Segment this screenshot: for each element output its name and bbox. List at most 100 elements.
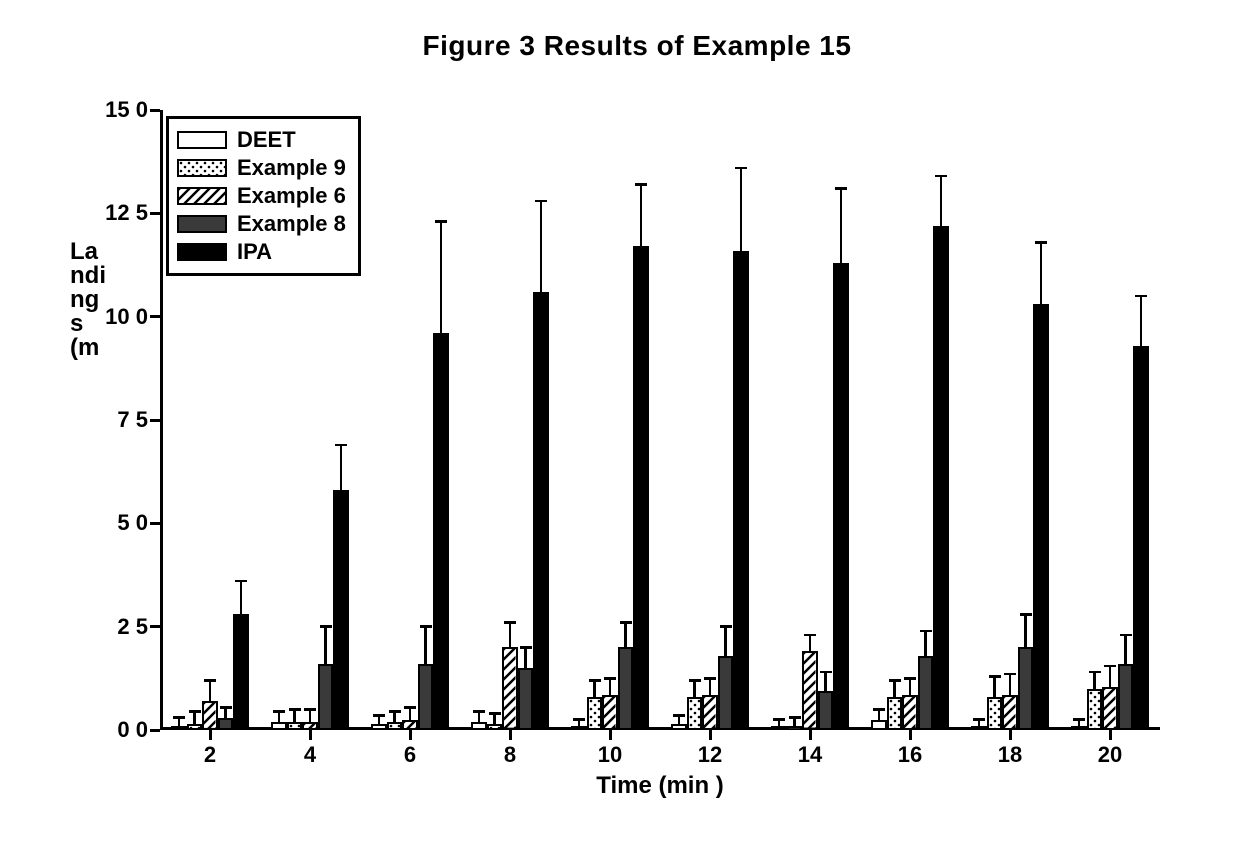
errorbar xyxy=(878,709,881,719)
errorbar-cap xyxy=(720,625,732,628)
bar-ipa xyxy=(233,614,249,730)
legend-label: Example 8 xyxy=(237,211,346,237)
xtick-mark xyxy=(809,730,812,740)
legend-label: DEET xyxy=(237,127,296,153)
ytick-mark xyxy=(150,315,160,318)
bar-ex6 xyxy=(1002,695,1018,730)
bar-ex6 xyxy=(1102,687,1118,730)
errorbar xyxy=(440,222,443,334)
errorbar-cap xyxy=(189,710,201,713)
errorbar-cap xyxy=(989,675,1001,678)
bar-ex8 xyxy=(618,647,634,730)
errorbar xyxy=(324,627,327,664)
errorbar-cap xyxy=(804,634,816,637)
bar-ex9 xyxy=(387,722,403,730)
errorbar-cap xyxy=(673,714,685,717)
xtick-mark xyxy=(409,730,412,740)
bar-ex6 xyxy=(202,701,218,730)
ytick-mark xyxy=(150,212,160,215)
ytick-mark xyxy=(150,419,160,422)
errorbar-cap xyxy=(489,712,501,715)
bar-deet xyxy=(371,724,387,730)
errorbar xyxy=(1140,296,1143,346)
xtick-label: 2 xyxy=(180,742,240,768)
errorbar xyxy=(424,627,427,664)
errorbar xyxy=(940,176,943,226)
ytick-label: 15 0 xyxy=(88,97,148,123)
errorbar-cap xyxy=(373,714,385,717)
errorbar-cap xyxy=(873,708,885,711)
errorbar xyxy=(278,711,281,721)
errorbar-cap xyxy=(220,706,232,709)
bar-ex8 xyxy=(318,664,334,730)
errorbar-cap xyxy=(604,677,616,680)
errorbar-cap xyxy=(735,167,747,170)
errorbar-cap xyxy=(935,175,947,178)
xtick-mark xyxy=(309,730,312,740)
xtick-mark xyxy=(1009,730,1012,740)
errorbar-cap xyxy=(973,718,985,721)
xtick-label: 12 xyxy=(680,742,740,768)
ytick-label: 0 0 xyxy=(88,717,148,743)
errorbar-cap xyxy=(904,677,916,680)
errorbar-cap xyxy=(1020,613,1032,616)
errorbar-cap xyxy=(204,679,216,682)
ytick-label: 10 0 xyxy=(88,304,148,330)
errorbar-cap xyxy=(920,630,932,633)
legend-item-ex8: Example 8 xyxy=(177,211,346,237)
bar-ex6 xyxy=(302,722,318,730)
errorbar xyxy=(924,631,927,656)
errorbar-cap xyxy=(1035,241,1047,244)
bar-ex6 xyxy=(702,695,718,730)
bar-ex8 xyxy=(818,691,834,730)
errorbar xyxy=(593,680,596,697)
errorbar-cap xyxy=(404,706,416,709)
bar-ex6 xyxy=(902,695,918,730)
bar-deet xyxy=(471,722,487,730)
errorbar-cap xyxy=(820,671,832,674)
errorbar xyxy=(540,201,543,292)
errorbar xyxy=(709,678,712,695)
errorbar xyxy=(640,184,643,246)
y-axis xyxy=(160,110,163,730)
xtick-label: 20 xyxy=(1080,742,1140,768)
bar-ipa xyxy=(933,226,949,730)
xtick-mark xyxy=(509,730,512,740)
errorbar xyxy=(224,707,227,717)
errorbar xyxy=(609,678,612,695)
errorbar xyxy=(1009,674,1012,695)
errorbar xyxy=(1124,635,1127,664)
bar-ipa xyxy=(333,490,349,730)
errorbar-cap xyxy=(289,708,301,711)
bar-ex8 xyxy=(718,656,734,730)
errorbar-cap xyxy=(704,677,716,680)
bar-ex6 xyxy=(602,695,618,730)
bar-deet xyxy=(571,726,587,730)
errorbar xyxy=(293,709,296,721)
errorbar xyxy=(893,680,896,697)
errorbar-cap xyxy=(1104,665,1116,668)
ytick-mark xyxy=(150,729,160,732)
errorbar-cap xyxy=(573,718,585,721)
errorbar-cap xyxy=(1089,671,1101,674)
errorbar xyxy=(393,711,396,721)
errorbar-cap xyxy=(535,200,547,203)
bar-ex9 xyxy=(1087,689,1103,730)
errorbar-cap xyxy=(689,679,701,682)
bar-ex9 xyxy=(487,724,503,730)
errorbar xyxy=(1040,242,1043,304)
bar-ex9 xyxy=(287,722,303,730)
bar-deet xyxy=(671,724,687,730)
bar-ex8 xyxy=(218,718,234,730)
errorbar-cap xyxy=(273,710,285,713)
bar-deet xyxy=(171,726,187,730)
errorbar-cap xyxy=(589,679,601,682)
errorbar xyxy=(478,711,481,721)
bar-ex6 xyxy=(802,651,818,730)
bar-ex9 xyxy=(687,697,703,730)
bar-deet xyxy=(971,726,987,730)
legend-swatch xyxy=(177,187,227,205)
legend-label: IPA xyxy=(237,239,272,265)
chart-title: Figure 3 Results of Example 15 xyxy=(20,30,1234,62)
ytick-mark xyxy=(150,522,160,525)
